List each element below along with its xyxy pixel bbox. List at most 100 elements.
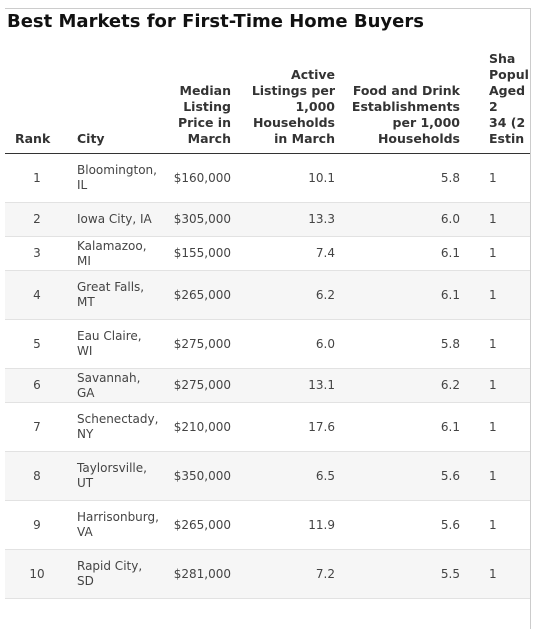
header-row: Rank City Median Listing Price in March Active… (5, 47, 530, 154)
column-header: Active Listings per 1,000 Households in Marc… (239, 47, 343, 154)
header-line: Food and Drink (352, 83, 460, 98)
cell-text: 1 (489, 517, 497, 532)
table-cell: $160,000 (164, 153, 239, 203)
cell-text: 7 (33, 419, 41, 434)
table-cell: 5.6 (343, 451, 468, 501)
cell-text: 5 (33, 336, 41, 351)
table-cell: $350,000 (164, 451, 239, 501)
cell-text: 9 (33, 517, 41, 532)
cell-text: 1 (489, 212, 497, 226)
cell-text: 6.1 (440, 419, 460, 434)
cell-text: $305,000 (173, 212, 231, 226)
table-cell: 13.1 (239, 368, 343, 403)
cell-text: 1 (489, 170, 497, 185)
cell-text: 7.2 (315, 566, 335, 581)
table-cell: 5.8 (343, 153, 468, 203)
table-cell: 7.2 (239, 549, 343, 599)
cell-text: 13.3 (308, 212, 335, 226)
table-cell: 6.1 (343, 236, 468, 271)
table-cell: Rapid City, SD (69, 549, 164, 599)
cell-text: 13.1 (308, 378, 335, 392)
cell-text: $281,000 (173, 566, 231, 581)
table-cell: 5.6 (343, 500, 468, 550)
table-cell: 6 (5, 368, 69, 403)
cell-text: 6.0 (315, 336, 335, 351)
column-header: Food and Drink Establishments per 1,000 Hou… (343, 47, 468, 154)
title: Best Markets for First-Time Home Buyers (7, 11, 424, 32)
cell-text: 11.9 (308, 517, 335, 532)
cell-text: 5.6 (440, 517, 460, 532)
cell-text: $275,000 (173, 336, 231, 351)
cell-text: Bloomington, IL (77, 163, 157, 192)
cell-text: 1 (489, 246, 497, 260)
table-cell: 10 (5, 549, 69, 599)
header-line: March (187, 131, 231, 146)
table-row: 5 Eau Claire, WI $275,000 6.0 5.8 1 (5, 319, 530, 369)
column-header: Median Listing Price in March (164, 47, 239, 154)
header-line: Sha (489, 51, 516, 66)
header-line: Price in (177, 115, 231, 130)
cell-text: 3 (33, 246, 41, 260)
header-line: 34 (2 (489, 115, 526, 130)
table-cell: 6.1 (343, 270, 468, 320)
table-row: 3 Kalamazoo, MI $155,000 7.4 6.1 1 (5, 236, 530, 271)
table-cell: Eau Claire, WI (69, 319, 164, 369)
table-row: 2 Iowa City, IA $305,000 13.3 6.0 1 (5, 202, 530, 237)
header-line: Aged 2 (489, 83, 526, 114)
cell-text: 1 (489, 566, 497, 581)
table-cell: 1 (468, 402, 530, 452)
cell-text: 5.8 (440, 336, 460, 351)
table-cell: Harrisonburg, VA (69, 500, 164, 550)
header-line: Popul (489, 67, 529, 82)
table-cell: 7 (5, 402, 69, 452)
table-cell: Iowa City, IA (69, 202, 164, 237)
table-cell: 1 (468, 500, 530, 550)
table-body: 1 Bloomington, IL $160,000 10.1 5.8 1 2 Iowa Ci… (5, 153, 530, 599)
table-cell: 1 (468, 153, 530, 203)
table-cell: 2 (5, 202, 69, 237)
table-cell: $275,000 (164, 319, 239, 369)
header-line: Establishments (351, 99, 460, 114)
cell-text: Iowa City, IA (77, 212, 152, 226)
header-line: City (77, 131, 105, 146)
table-cell: 1 (468, 319, 530, 369)
table-cell: 4 (5, 270, 69, 320)
cell-text: $155,000 (173, 246, 231, 260)
table-cell: 1 (468, 451, 530, 501)
cell-text: $265,000 (173, 517, 231, 532)
cell-text: 8 (33, 468, 41, 483)
column-header: Rank (5, 47, 69, 154)
cell-text: 6.1 (440, 287, 460, 302)
cell-text: 1 (489, 287, 497, 302)
table-cell: Kalamazoo, MI (69, 236, 164, 271)
table-row: 4 Great Falls, MT $265,000 6.2 6.1 1 (5, 270, 530, 320)
header-line: Median (179, 83, 231, 98)
table-row: 6 Savannah, GA $275,000 13.1 6.2 1 (5, 368, 530, 403)
cell-text: 6.2 (440, 378, 460, 392)
table-cell: 11.9 (239, 500, 343, 550)
table-cell: 6.0 (239, 319, 343, 369)
table-cell: $210,000 (164, 402, 239, 452)
table-cell: 1 (468, 368, 530, 403)
table-cell: 1 (468, 202, 530, 237)
table-cell: $155,000 (164, 236, 239, 271)
table-row: 7 Schenectady, NY $210,000 17.6 6.1 1 (5, 402, 530, 452)
table-cell: 6.5 (239, 451, 343, 501)
cell-text: 1 (489, 468, 497, 483)
cell-text: 1 (489, 378, 497, 392)
cell-text: 5.6 (440, 468, 460, 483)
table-cell: 5.8 (343, 319, 468, 369)
table-cell: Savannah, GA (69, 368, 164, 403)
cell-text: Eau Claire, WI (77, 329, 142, 358)
table-row: 9 Harrisonburg, VA $265,000 11.9 5.6 1 (5, 500, 530, 550)
table-cell: 13.3 (239, 202, 343, 237)
cell-text: 6 (33, 378, 41, 392)
header-line: in March (274, 131, 335, 146)
cell-text: Taylorsville, UT (77, 461, 147, 490)
table-cell: Taylorsville, UT (69, 451, 164, 501)
cell-text: $265,000 (173, 287, 231, 302)
cell-text: 7.4 (315, 246, 335, 260)
table-cell: 1 (468, 270, 530, 320)
cell-text: 1 (489, 336, 497, 351)
header-line: Listings per (251, 83, 335, 98)
